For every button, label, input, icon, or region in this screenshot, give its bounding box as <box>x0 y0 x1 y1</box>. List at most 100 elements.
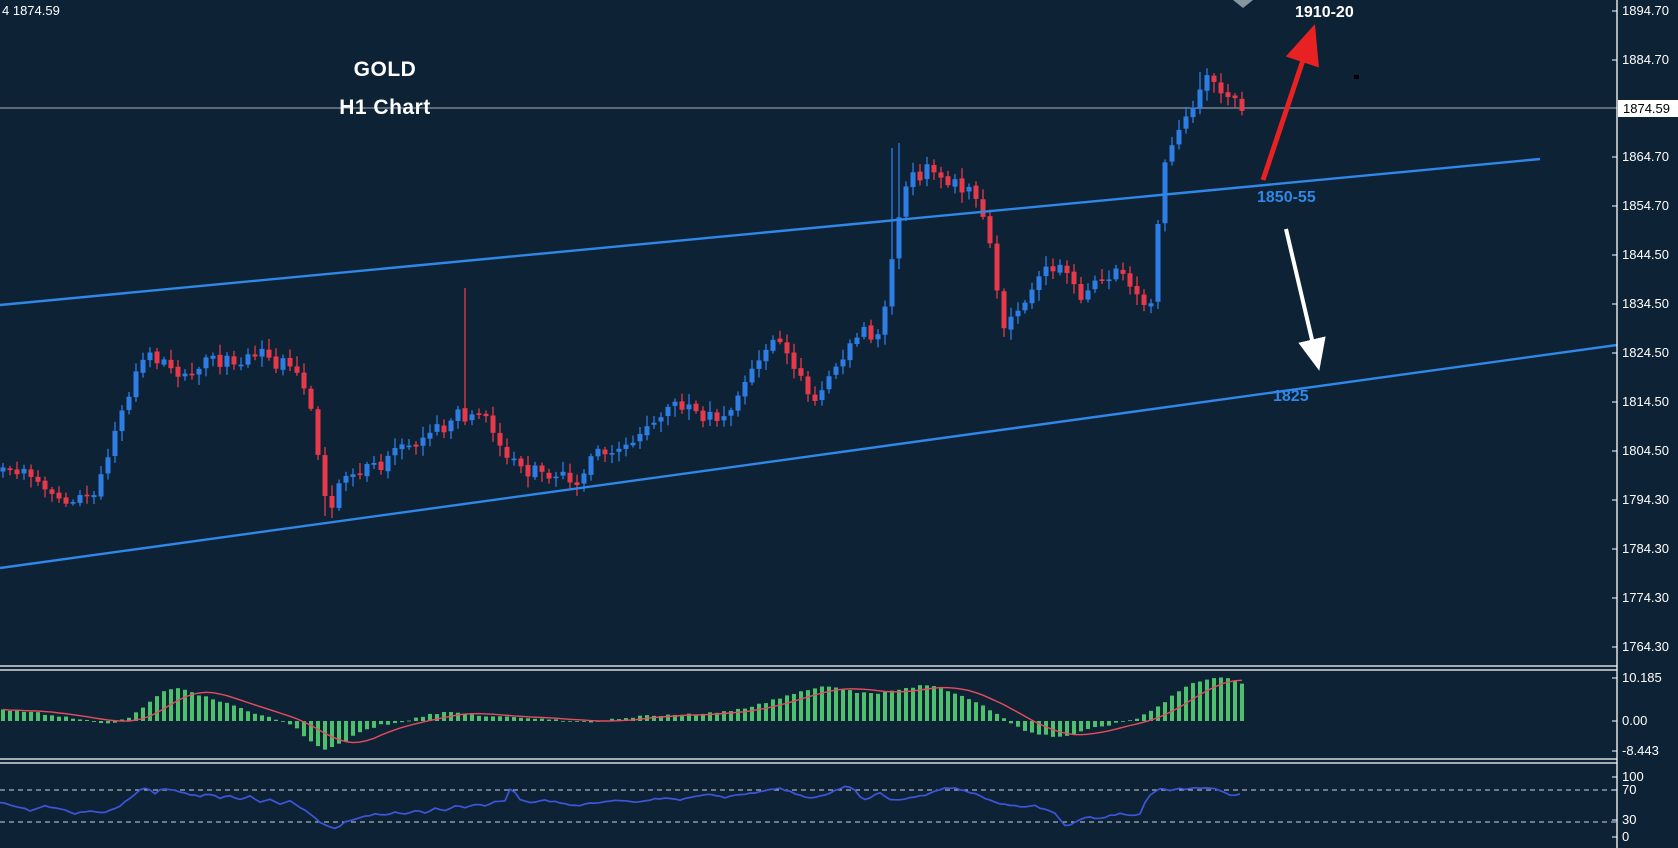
axis-tick-label: 30 <box>1622 812 1637 827</box>
macd-bar <box>652 715 656 721</box>
macd-bar <box>764 703 768 721</box>
candle-body <box>826 376 832 390</box>
candle-body <box>483 413 489 417</box>
candle-body <box>119 410 125 432</box>
candle-body <box>1113 268 1119 280</box>
macd-bar <box>505 716 509 721</box>
bearish-projection-arrow[interactable] <box>1284 228 1326 371</box>
candle-body <box>917 171 923 181</box>
macd-bar <box>393 721 397 724</box>
macd-bar <box>624 718 628 721</box>
rsi-line <box>0 785 1241 830</box>
macd-bar <box>967 699 971 721</box>
candle-body <box>791 352 797 369</box>
candle-body <box>707 411 713 420</box>
symbol-info: 4 1874.59 <box>2 3 60 18</box>
candle-body <box>966 186 972 192</box>
candle-body <box>196 368 202 375</box>
axis-tick-label: 1794.30 <box>1622 492 1669 507</box>
candle-body <box>406 445 412 448</box>
bullish-projection-arrow[interactable] <box>1260 24 1319 181</box>
macd-bar <box>190 692 194 721</box>
macd-bar <box>442 712 446 721</box>
axis-tick-label: 1824.50 <box>1622 345 1669 360</box>
candle-body <box>63 497 69 504</box>
macd-bar <box>974 702 978 721</box>
candle-body <box>259 348 265 357</box>
axis-tick-label: 1784.30 <box>1622 541 1669 556</box>
candle-body <box>434 424 440 432</box>
candle-body <box>567 472 573 483</box>
macd-bar <box>582 721 586 722</box>
macd-bar <box>428 713 432 721</box>
candle-body <box>623 444 629 449</box>
macd-bar <box>1016 721 1020 727</box>
macd-bar <box>911 687 915 721</box>
candle-body <box>161 359 167 365</box>
macd-bar <box>876 693 880 721</box>
candle-body <box>1029 289 1035 304</box>
macd-bar <box>736 708 740 721</box>
axis-tick-label: 70 <box>1622 782 1637 797</box>
candle-body <box>714 412 720 421</box>
candle-body <box>833 366 839 375</box>
lower-trendline[interactable] <box>0 343 1618 570</box>
candle-body <box>357 473 363 476</box>
macd-bar <box>771 699 775 721</box>
macd-bar <box>106 721 110 724</box>
macd-signal-line <box>2 679 1243 744</box>
macd-bar <box>1205 679 1209 721</box>
candle-body <box>0 467 6 472</box>
candle-body <box>1155 223 1161 302</box>
macd-bar <box>400 721 404 723</box>
candle-body <box>497 432 503 446</box>
candle-body <box>770 339 776 351</box>
candle-body <box>581 473 587 484</box>
candle-body <box>1092 280 1098 290</box>
candle-body <box>679 401 685 410</box>
candle-body <box>112 430 118 457</box>
candle-body <box>98 474 104 497</box>
candle-body <box>588 456 594 475</box>
macd-bar <box>323 721 327 750</box>
candle-body <box>210 355 216 359</box>
candle-body <box>203 357 209 369</box>
candle-body <box>875 334 881 340</box>
macd-bar <box>778 698 782 721</box>
candle-body <box>238 364 244 367</box>
macd-bar <box>1135 718 1139 721</box>
axis-tick-label: 1774.30 <box>1622 590 1669 605</box>
macd-bar <box>127 717 131 721</box>
candle-body <box>441 425 447 433</box>
macd-bar <box>827 686 831 721</box>
candle-body <box>693 403 699 412</box>
macd-bar <box>64 716 68 721</box>
candle-body <box>1085 290 1091 300</box>
candle-body <box>819 390 825 401</box>
chart-shift-marker-icon[interactable] <box>1233 0 1253 8</box>
macd-bar <box>897 689 901 721</box>
upper-trendline[interactable] <box>0 157 1541 307</box>
macd-bar <box>1051 721 1055 737</box>
candle-body <box>651 422 657 425</box>
candle-body <box>350 474 356 477</box>
macd-bar <box>1219 677 1223 721</box>
candle-body <box>973 185 979 199</box>
candle-body <box>763 349 769 362</box>
macd-bar <box>1107 721 1111 726</box>
candle-body <box>1162 162 1168 224</box>
candle-body <box>1225 92 1231 97</box>
axis-tick-label: 1764.30 <box>1622 639 1669 654</box>
candle-body <box>35 476 41 482</box>
macd-bar <box>988 710 992 721</box>
candle-body <box>413 444 419 447</box>
macd-bar <box>365 721 369 730</box>
macd-bar <box>491 716 495 721</box>
macd-bar <box>1121 721 1125 722</box>
candle-body <box>322 455 328 496</box>
macd-bar <box>29 711 33 721</box>
candle-body <box>91 495 97 498</box>
candle-body <box>1106 279 1112 282</box>
candle-body <box>1141 294 1147 305</box>
